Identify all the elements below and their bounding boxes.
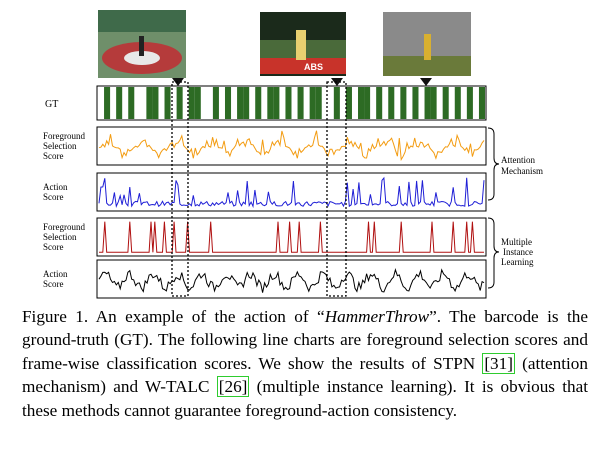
gt-bar — [273, 87, 280, 119]
gt-bar — [164, 87, 171, 119]
thumbnail-2-banner-text: ABS — [304, 62, 323, 72]
group-label-attention-2: Mechanism — [501, 166, 543, 176]
gt-bar — [454, 87, 461, 119]
score-line-black — [98, 268, 485, 293]
gt-bar — [358, 87, 365, 119]
gt-bar — [430, 87, 437, 119]
gt-bar — [237, 87, 244, 119]
thumbnail-2: ABS — [260, 12, 346, 76]
score-chart-frame — [96, 126, 487, 166]
gt-bar — [424, 87, 431, 119]
group-label-mil-2: Instance — [503, 247, 533, 257]
gt-bar — [255, 87, 262, 119]
highlight-box-1 — [171, 81, 189, 297]
gt-bar — [212, 87, 219, 119]
figure-caption: Figure 1. An example of the action of “H… — [22, 305, 588, 422]
gt-bar — [152, 87, 159, 119]
row-label: Score — [43, 242, 64, 252]
gt-bar — [364, 87, 371, 119]
group-label-attention-1: Attention — [501, 155, 535, 165]
gt-bar — [466, 87, 473, 119]
highlight-box-2 — [326, 81, 347, 297]
brace-attention — [487, 127, 500, 201]
citation-link-26[interactable]: [26] — [216, 376, 250, 398]
gt-bar — [442, 87, 449, 119]
gt-bar — [315, 87, 322, 119]
gt-bar — [128, 87, 135, 119]
caption-text-1: Figure 1. An example of the action of “ — [22, 307, 325, 326]
gt-bar — [345, 87, 352, 119]
thumbnail-3 — [383, 12, 471, 76]
caption-text-2: ”. The barcode is the ground-truth (GT).… — [22, 307, 588, 373]
thumbnail-1 — [98, 10, 186, 78]
thumbnail-3-pointer — [420, 78, 432, 86]
row-label: Action — [43, 269, 68, 279]
gt-barcode — [104, 87, 485, 119]
group-label-mil-3: Learning — [501, 257, 534, 267]
gt-bar — [333, 87, 340, 119]
row-label: Foreground — [43, 131, 85, 141]
score-line-red — [99, 221, 484, 253]
gt-bar — [412, 87, 419, 119]
gt-bar — [478, 87, 485, 119]
group-label-mil-1: Multiple — [501, 237, 532, 247]
brace-mil — [487, 217, 500, 289]
row-label: Selection — [43, 141, 77, 151]
row-label: Score — [43, 192, 64, 202]
citation-link-31[interactable]: [31] — [482, 352, 515, 374]
gt-bar — [267, 87, 274, 119]
score-line-orange — [98, 130, 485, 162]
gt-label: GT — [45, 99, 58, 110]
gt-bar — [285, 87, 292, 119]
gt-bar — [400, 87, 407, 119]
caption-text-4: (multiple instance learning). It is obvi… — [22, 377, 589, 420]
gt-bar — [104, 87, 111, 119]
caption-text-3: (attention mechanism) and W-TALC — [22, 353, 588, 397]
gt-bar — [146, 87, 153, 119]
gt-bar — [194, 87, 201, 119]
gt-bar — [243, 87, 250, 119]
row-label: Score — [43, 151, 64, 161]
gt-bar — [309, 87, 316, 119]
figure-panel: ABS GT ForegroundSelectionScoreActionSco… — [43, 10, 543, 299]
gt-bar — [376, 87, 383, 119]
gt-bar — [224, 87, 232, 119]
gt-bar — [297, 87, 304, 119]
gt-bar — [188, 87, 195, 119]
row-label: Foreground — [43, 222, 85, 232]
gt-bar — [176, 87, 183, 119]
row-label: Score — [43, 279, 64, 289]
score-chart-frame — [96, 172, 487, 212]
row-label: Selection — [43, 232, 77, 242]
caption-action-name: HammerThrow — [324, 307, 430, 326]
score-line-blue — [98, 176, 485, 209]
gt-bar — [116, 87, 123, 119]
row-label: Action — [43, 182, 68, 192]
gt-bar — [388, 87, 395, 119]
